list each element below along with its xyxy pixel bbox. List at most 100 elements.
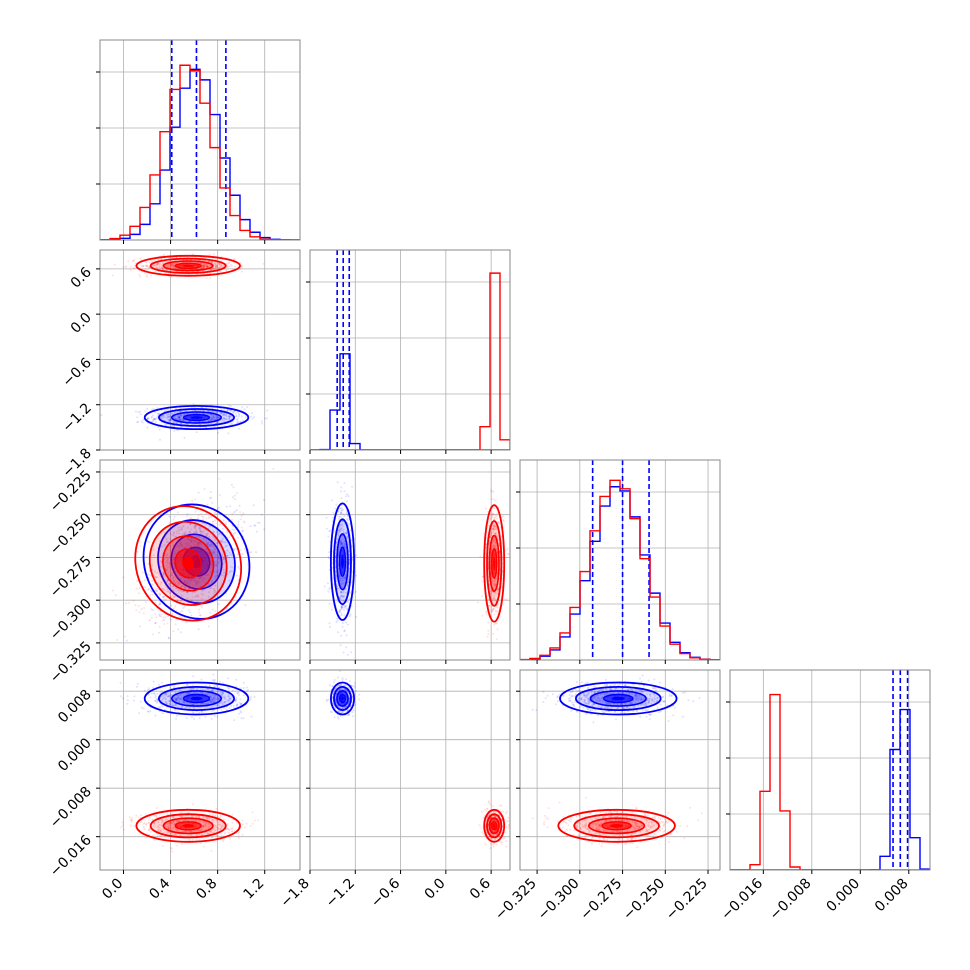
scatter-point — [328, 622, 331, 625]
scatter-point — [162, 572, 165, 575]
scatter-point — [141, 421, 144, 424]
scatter-point — [151, 579, 154, 582]
scatter-point — [215, 512, 218, 515]
scatter-point — [178, 416, 180, 419]
scatter-point — [186, 546, 189, 548]
scatter-point — [207, 625, 210, 628]
scatter-point — [184, 581, 187, 584]
scatter-point — [215, 565, 218, 568]
scatter-point — [221, 537, 224, 540]
scatter-point — [152, 407, 155, 410]
scatter-point — [180, 616, 183, 619]
scatter-point — [182, 607, 185, 609]
scatter-point — [204, 264, 207, 266]
scatter-point — [158, 568, 160, 570]
scatter-point — [175, 267, 177, 270]
scatter-point — [215, 415, 218, 417]
scatter-point — [205, 523, 207, 526]
scatter-point — [235, 547, 238, 550]
scatter-point — [227, 262, 230, 265]
scatter-point — [228, 416, 231, 419]
scatter-point — [170, 263, 173, 266]
scatter-point — [204, 553, 207, 556]
scatter-point — [164, 598, 167, 601]
scatter-point — [190, 541, 193, 544]
scatter-point — [209, 544, 212, 546]
scatter-point — [166, 588, 169, 590]
scatter-point — [214, 511, 216, 514]
scatter-point — [202, 561, 205, 564]
panel-frame — [99, 249, 301, 451]
scatter-point — [176, 573, 179, 576]
scatter-point — [237, 415, 240, 418]
scatter-point — [142, 264, 145, 267]
scatter-point — [179, 410, 182, 413]
scatter-point — [194, 577, 197, 580]
scatter-point — [199, 527, 202, 530]
scatter-point — [212, 415, 215, 418]
scatter-point — [328, 602, 331, 605]
scatter-point — [172, 580, 175, 583]
scatter-point — [331, 499, 334, 502]
scatter-point — [206, 503, 209, 506]
scatter-point — [240, 526, 243, 529]
scatter-point — [339, 644, 342, 647]
scatter-point — [160, 598, 163, 601]
scatter-point — [238, 504, 241, 507]
hist-panel-1 — [306, 249, 511, 454]
scatter-point — [205, 276, 208, 279]
scatter-point — [210, 587, 213, 590]
scatter-point — [189, 582, 191, 585]
scatter-point — [188, 538, 191, 541]
scatter-point — [225, 505, 228, 508]
scatter-point — [168, 563, 171, 565]
scatter-point — [240, 514, 243, 517]
scatter-point — [174, 582, 176, 585]
scatter-point — [217, 417, 220, 419]
scatter-point — [232, 412, 235, 414]
scatter-point — [171, 263, 173, 266]
scatter-point — [176, 511, 179, 514]
scatter-point — [144, 556, 147, 559]
scatter-point — [253, 695, 256, 698]
scatter-point — [188, 531, 191, 534]
scatter-point — [172, 534, 175, 537]
scatter-point — [183, 436, 186, 439]
scatter-point — [158, 540, 161, 543]
scatter-point — [172, 548, 175, 551]
scatter-point — [177, 589, 180, 592]
scatter-point — [181, 610, 184, 612]
scatter-point — [160, 582, 163, 584]
scatter-point — [224, 414, 227, 416]
scatter-point — [178, 582, 180, 584]
scatter-point — [224, 424, 227, 427]
scatter-point — [162, 414, 165, 417]
scatter-point — [250, 412, 253, 415]
scatter-point — [197, 542, 200, 544]
scatter-point — [222, 558, 225, 561]
scatter-point — [245, 690, 248, 693]
scatter-point — [147, 588, 149, 591]
scatter-point — [214, 554, 217, 557]
scatter-point — [161, 265, 164, 268]
scatter-point — [184, 531, 187, 534]
scatter-point — [326, 582, 329, 585]
scatter-point — [236, 574, 239, 577]
scatter-point — [154, 622, 157, 625]
scatter-point — [225, 268, 228, 271]
scatter-point — [199, 541, 202, 544]
scatter-point — [196, 543, 199, 546]
scatter-point — [210, 563, 213, 566]
scatter-point — [206, 532, 209, 535]
scatter-point — [212, 262, 215, 265]
scatter-point — [243, 547, 246, 550]
scatter-point — [158, 602, 161, 605]
scatter-point — [189, 545, 192, 548]
scatter-point — [190, 578, 193, 580]
scatter-point — [187, 587, 190, 590]
scatter-point — [133, 258, 136, 261]
scatter-point — [235, 509, 238, 512]
scatter-point — [202, 264, 205, 266]
scatter-point — [177, 540, 180, 543]
scatter-point — [156, 263, 159, 266]
